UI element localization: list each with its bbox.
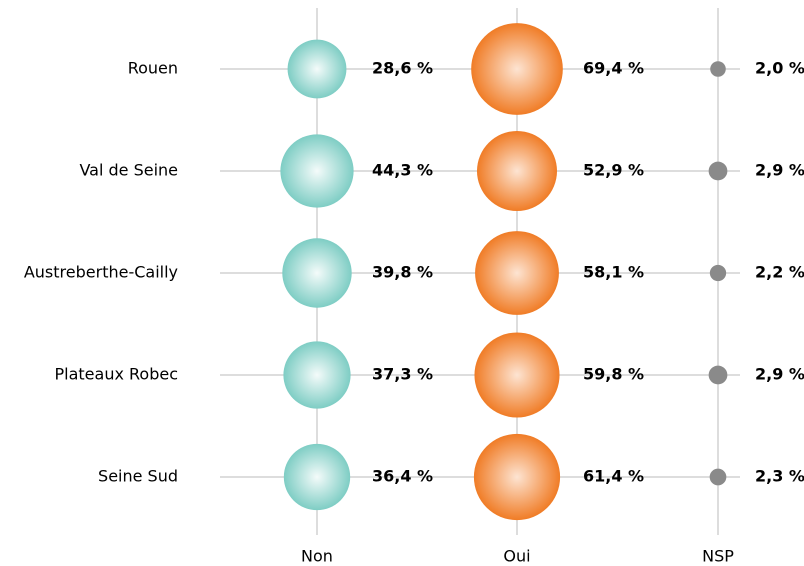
bubble	[473, 433, 561, 521]
value-label: 36,4 %	[372, 467, 433, 486]
value-label: 44,3 %	[372, 161, 433, 180]
category-label: Austreberthe-Cailly	[24, 263, 178, 282]
bubble	[709, 264, 727, 282]
bubble	[710, 61, 726, 77]
value-label: 58,1 %	[583, 263, 644, 282]
category-label: Seine Sud	[98, 467, 178, 486]
value-label: 61,4 %	[583, 467, 644, 486]
value-label: 69,4 %	[583, 59, 644, 78]
bubble	[474, 332, 560, 418]
value-label: 39,8 %	[372, 263, 433, 282]
category-label: Plateaux Robec	[55, 365, 179, 384]
bubble	[283, 443, 351, 511]
value-label: 37,3 %	[372, 365, 433, 384]
column-label: Non	[301, 547, 333, 566]
value-label: 59,8 %	[583, 365, 644, 384]
bubble	[708, 365, 728, 385]
value-label: 2,2 %	[755, 263, 804, 282]
bubble	[708, 161, 728, 181]
value-label: 2,9 %	[755, 161, 804, 180]
bubble	[471, 23, 563, 115]
value-label: 52,9 %	[583, 161, 644, 180]
bubble	[280, 134, 354, 208]
bubble	[709, 468, 727, 486]
value-label: 2,0 %	[755, 59, 804, 78]
value-label: 2,9 %	[755, 365, 804, 384]
column-label: NSP	[702, 547, 734, 566]
bubble	[287, 39, 347, 99]
value-label: 2,3 %	[755, 467, 804, 486]
value-label: 28,6 %	[372, 59, 433, 78]
category-label: Rouen	[128, 59, 178, 78]
column-label: Oui	[503, 547, 530, 566]
bubble	[282, 238, 352, 308]
category-label: Val de Seine	[79, 161, 178, 180]
bubble	[283, 341, 351, 409]
bubble	[475, 231, 559, 315]
bubble	[476, 130, 558, 212]
